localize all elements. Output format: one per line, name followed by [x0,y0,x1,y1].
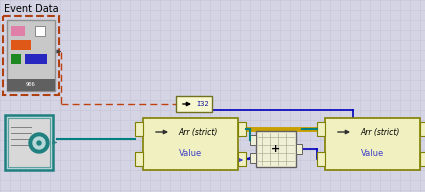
Text: 906: 906 [26,83,36,88]
Bar [3,16,59,95]
Bar [317,152,325,166]
Text: Arr (strict): Arr (strict) [361,127,400,137]
Bar [25,54,47,64]
Bar [420,122,425,136]
Bar [35,26,45,36]
Bar [238,152,246,166]
Text: Value: Value [361,150,384,159]
Bar [135,152,143,166]
Circle shape [29,133,49,153]
Text: I32: I32 [197,101,210,107]
Bar [420,152,425,166]
Bar [143,118,238,170]
Bar [325,118,420,170]
Circle shape [33,137,45,149]
Text: Value: Value [179,150,202,159]
Bar [238,122,246,136]
Text: Event Data: Event Data [4,4,58,14]
Bar [8,118,50,167]
Bar [296,144,302,154]
Bar [5,115,53,170]
Circle shape [37,141,41,145]
Bar [135,122,143,136]
Bar [11,54,21,64]
Bar [256,131,296,167]
Bar [176,96,212,112]
Bar [250,153,256,163]
Bar [250,135,256,145]
Bar [11,26,25,36]
Bar [7,79,55,91]
Bar [7,20,55,91]
Bar [11,40,31,50]
Text: +: + [272,144,280,154]
Bar [317,122,325,136]
Text: Arr (strict): Arr (strict) [179,127,218,137]
